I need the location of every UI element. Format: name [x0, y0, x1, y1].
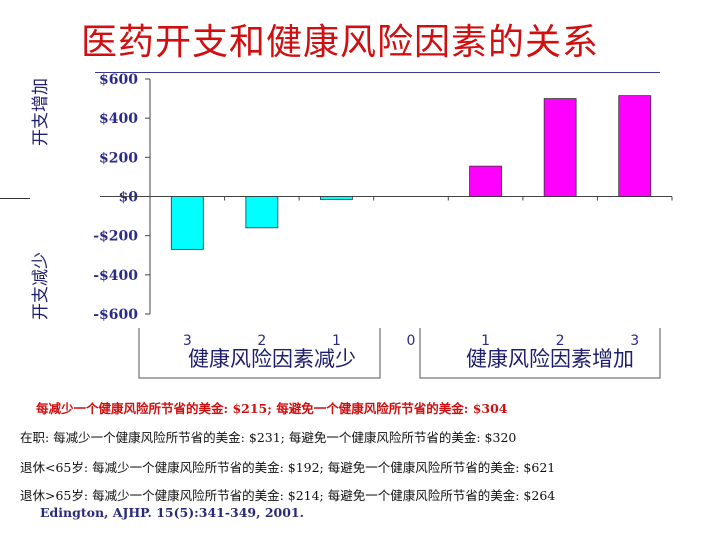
- y-tick-label: -$400: [93, 268, 138, 284]
- y-tick-label: -$600: [93, 307, 138, 323]
- note-employed: 在职: 每减少一个健康风险所节省的美金: $231; 每避免一个健康风险所节省的…: [20, 430, 517, 445]
- x-tick-label: 3: [183, 333, 192, 349]
- group-bracket: [138, 328, 381, 379]
- y-label-increase: 开支增加: [31, 78, 51, 146]
- y-tick-label: $200: [99, 150, 138, 166]
- x-tick-label: 1: [332, 333, 341, 349]
- citation: Edington, AJHP. 15(5):341-349, 2001.: [40, 505, 304, 520]
- x-tick-label: 2: [257, 333, 266, 349]
- group-label-decrease: 健康风险因素减少: [188, 347, 356, 371]
- bar: [469, 165, 502, 197]
- y-label-decrease: 开支减少: [31, 252, 51, 320]
- group-bracket: [419, 328, 661, 379]
- left-edge-rule: [0, 198, 30, 199]
- note-retired-over-65: 退休>65岁: 每减少一个健康风险所节省的美金: $214; 每避免一个健康风险…: [20, 488, 556, 503]
- y-tick-label: $400: [99, 111, 138, 127]
- bar: [320, 196, 353, 200]
- bar: [245, 196, 279, 229]
- x-tick-label: 0: [407, 333, 416, 349]
- bar: [170, 196, 204, 250]
- note-overall: 每减少一个健康风险所节省的美金: $215; 每避免一个健康风险所节省的美金: …: [36, 401, 508, 416]
- x-tick-label: 1: [481, 333, 490, 349]
- x-tick-label: 3: [630, 333, 639, 349]
- title-underline: [95, 72, 660, 73]
- bar: [543, 98, 577, 197]
- chart-title: 医药开支和健康风险因素的关系: [80, 22, 599, 63]
- y-tick-label: $0: [119, 190, 139, 206]
- y-tick-label: -$200: [93, 229, 138, 245]
- group-label-increase: 健康风险因素增加: [466, 347, 634, 371]
- y-tick-label: $600: [99, 72, 138, 88]
- bar: [618, 95, 652, 197]
- x-tick-label: 2: [556, 333, 565, 349]
- note-retired-under-65: 退休<65岁: 每减少一个健康风险所节省的美金: $192; 每避免一个健康风险…: [20, 460, 556, 475]
